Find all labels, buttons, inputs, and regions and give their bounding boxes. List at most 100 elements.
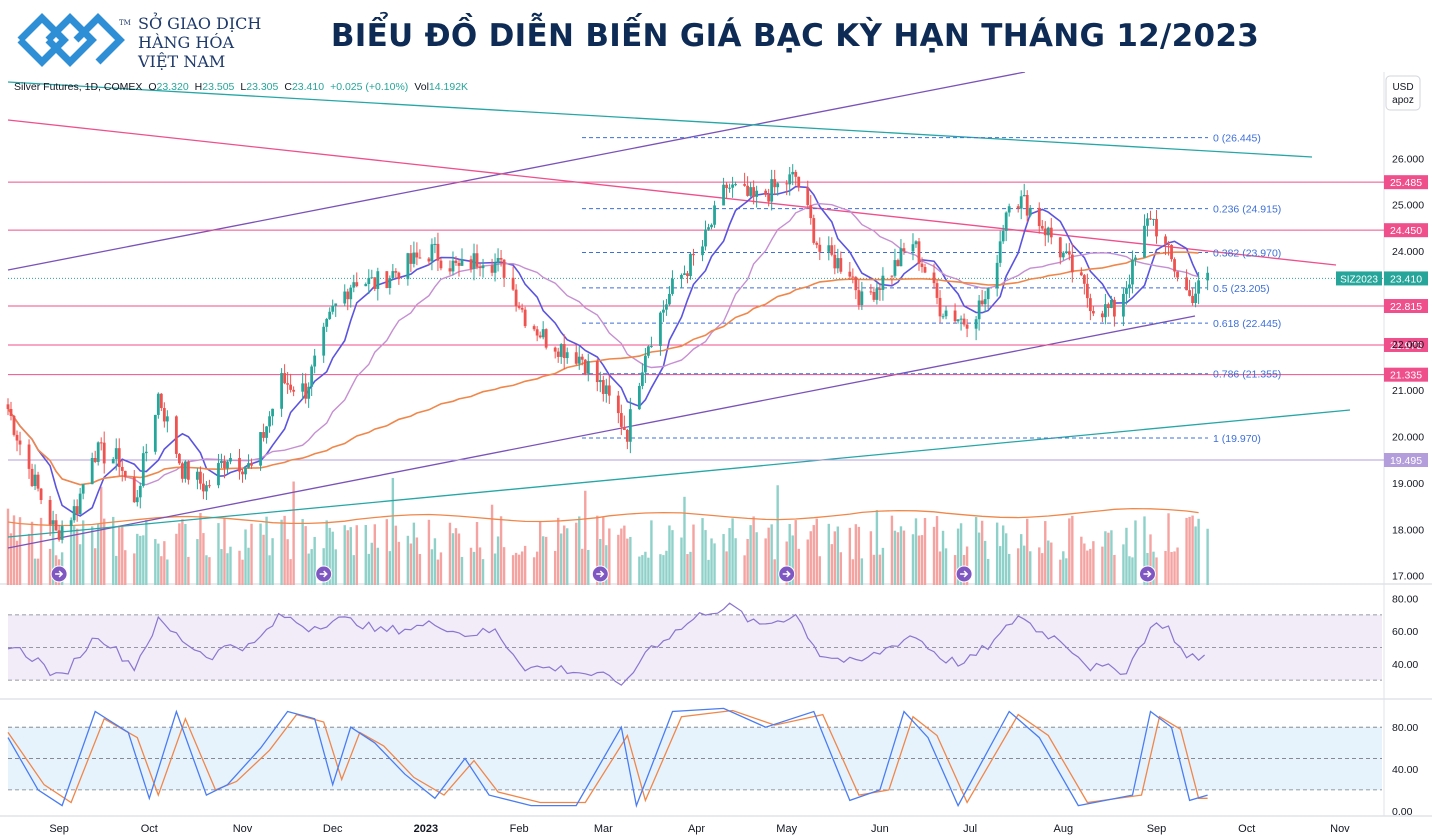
volume-bar [268, 555, 271, 585]
volume-bar [848, 527, 852, 585]
volume-bar [313, 536, 316, 585]
price-chart[interactable]: 25.485 24.450 22.815 21.975 21.335 19.495 SIZ2… [0, 72, 1432, 840]
candle-body [156, 393, 160, 415]
candle-body [259, 432, 262, 466]
candle-body [797, 176, 801, 188]
price-tick-label: 26.000 [1392, 153, 1424, 165]
candle-body [391, 271, 395, 279]
unit-label: apoz [1392, 95, 1414, 106]
symbol-label: SIZ2023 [1340, 274, 1378, 285]
candle-body [451, 260, 455, 272]
candles [6, 164, 1210, 544]
candle-body [995, 262, 999, 289]
candle-body [286, 383, 290, 385]
candle-body [75, 506, 79, 515]
candle-body [265, 426, 268, 438]
candle-body [301, 383, 305, 392]
candle-body [1085, 283, 1089, 299]
event-markers[interactable] [50, 565, 1156, 583]
volume-bar [48, 548, 52, 585]
volume-bar [181, 519, 184, 585]
level-badge [1384, 223, 1428, 238]
candle-body [475, 253, 479, 267]
candle-body [896, 260, 900, 267]
volume-bar [1020, 534, 1023, 585]
candle-body [914, 241, 918, 245]
volume-bar [280, 519, 283, 585]
channel-lower-line [7, 315, 1196, 549]
volume-bar [511, 555, 515, 585]
candle-body [199, 471, 202, 484]
candle-body [1037, 207, 1041, 227]
candle-body [710, 224, 713, 228]
volume-bar [178, 523, 181, 585]
volume-bar [6, 508, 10, 585]
candle-body [619, 413, 623, 427]
candle-body [472, 253, 476, 269]
volume-bar [1092, 541, 1095, 585]
brand-line-1: SỞ GIAO DỊCH [138, 14, 262, 33]
candle-body [1061, 252, 1065, 258]
volume-bar [12, 515, 16, 585]
volume-bar [376, 547, 380, 585]
volume-bar [205, 555, 208, 585]
volume-bar [587, 549, 590, 585]
candle-body [427, 258, 431, 262]
volume-bar [1143, 516, 1146, 585]
candle-body [535, 329, 539, 336]
volume-bar [581, 548, 584, 585]
currency-button[interactable]: USD apoz [1385, 75, 1421, 111]
volume-bar [575, 522, 578, 585]
candle-body [27, 444, 31, 469]
candle-body [764, 190, 768, 195]
candle-body [731, 184, 734, 188]
candle-body [890, 275, 894, 277]
candle-body [15, 434, 19, 441]
volume-bar [743, 555, 746, 585]
volume-bar [713, 543, 716, 585]
volume-bar [605, 545, 608, 585]
volume-bar [541, 536, 545, 585]
volume-bar [1062, 551, 1065, 585]
candle-body [962, 318, 966, 325]
volume-bar [833, 531, 837, 585]
volume-bar [638, 556, 641, 585]
stoch-tick-label: 80.00 [1392, 722, 1418, 734]
candle-body [1122, 293, 1125, 317]
volume-bar [18, 517, 22, 585]
volume-bar [355, 525, 358, 585]
candle-body [144, 451, 148, 454]
volume-bar [566, 528, 569, 585]
candle-body [1188, 290, 1191, 296]
candle-body [713, 205, 716, 225]
candle-body [932, 272, 936, 284]
candle-body [944, 310, 948, 317]
volume-bar [560, 533, 563, 585]
volume-bar [1128, 556, 1131, 585]
volume-bar [701, 518, 704, 585]
candle-body [135, 497, 139, 503]
candle-body [283, 373, 287, 384]
sgd-logo-icon [17, 13, 125, 67]
volume-bar [262, 534, 265, 585]
volume-bar [641, 555, 644, 585]
pink-downtrend-line [7, 119, 1337, 266]
candle-body [1107, 304, 1110, 308]
candle-body [352, 282, 356, 288]
volume-bar [797, 548, 800, 585]
candle-body [770, 179, 774, 202]
volume-bar [938, 551, 942, 585]
volume-bar [448, 522, 452, 585]
candle-body [238, 458, 241, 472]
candle-body [481, 265, 485, 269]
volume-bar [208, 557, 211, 585]
candle-body [625, 429, 629, 442]
volume-bar [1083, 543, 1086, 585]
candle-body [1113, 299, 1116, 317]
candle-body [12, 415, 16, 435]
arrow-icon [55, 570, 64, 578]
candle-body [1167, 243, 1170, 245]
volume-bar [1017, 548, 1020, 585]
candle-body [385, 271, 389, 288]
candle-body [102, 442, 106, 464]
